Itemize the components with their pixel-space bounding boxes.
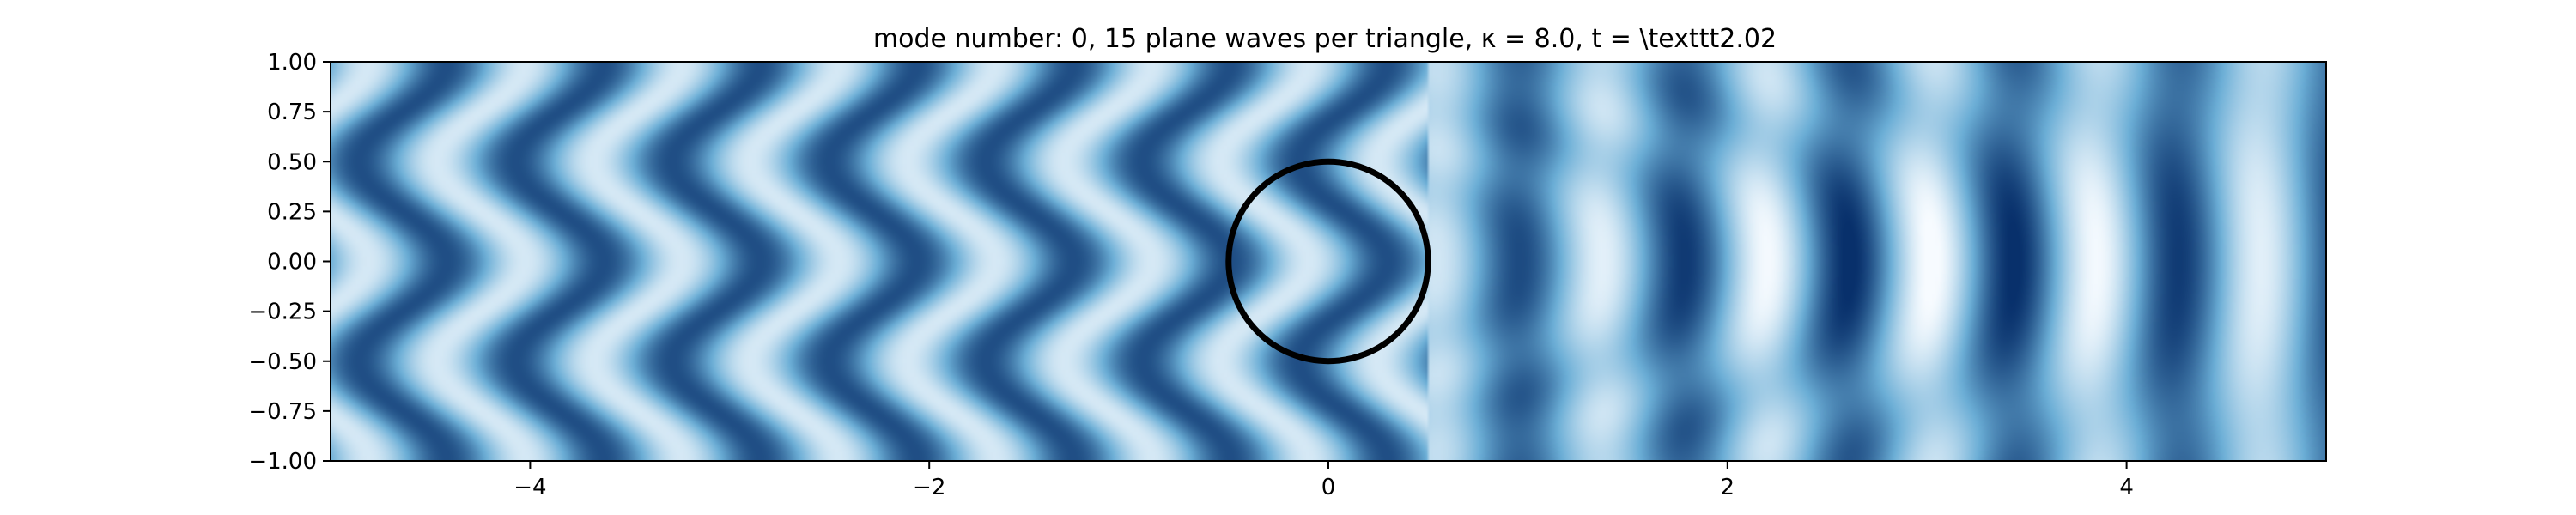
y-tick-label: −1.00 <box>248 449 317 475</box>
y-tick-label: 0.00 <box>267 250 317 276</box>
y-tick-label: −0.75 <box>248 399 317 425</box>
chart-title: mode number: 0, 15 plane waves per trian… <box>873 24 1777 54</box>
heatmap-field <box>331 62 2326 461</box>
scatterer-circle <box>1225 158 1431 365</box>
heatmap-container <box>331 62 2326 461</box>
y-tick-label: 0.50 <box>267 149 317 175</box>
y-tick-label: 0.75 <box>267 100 317 125</box>
x-tick-label: −2 <box>913 475 945 500</box>
y-tick-label: 1.00 <box>267 50 317 76</box>
y-tick-label: −0.50 <box>248 349 317 375</box>
x-tick-label: 4 <box>2119 475 2134 500</box>
x-axis: −4 −2 0 2 4 <box>513 461 2134 500</box>
y-tick-label: −0.25 <box>248 300 317 325</box>
plot-area <box>330 61 2327 462</box>
x-tick-label: 2 <box>1721 475 1735 500</box>
y-axis: 1.00 0.75 0.50 0.25 0.00 −0.25 −0.50 −0.75 −1.00 <box>248 50 331 475</box>
y-tick-label: 0.25 <box>267 199 317 225</box>
x-tick-label: −4 <box>513 475 546 500</box>
x-tick-label: 0 <box>1321 475 1336 500</box>
